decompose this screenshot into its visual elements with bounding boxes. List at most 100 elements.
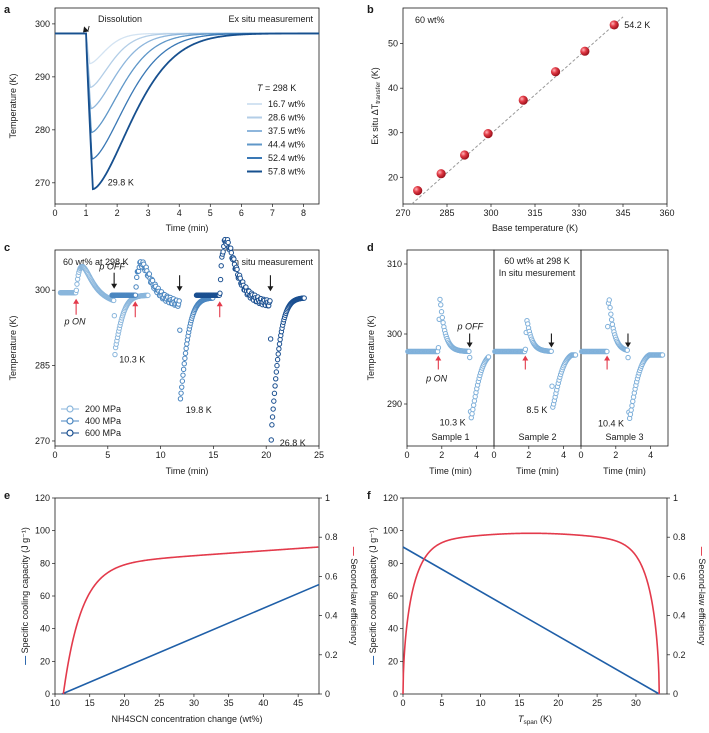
d-data-point (549, 383, 555, 389)
d-data-point (522, 346, 529, 352)
b-chart-title: 60 wt% (415, 15, 445, 25)
c-data-point (183, 345, 189, 352)
b-data-point (580, 46, 590, 56)
c-chart-title: 60 wt% at 298 K (63, 257, 129, 267)
panel-label-f: f (367, 490, 371, 502)
e-xtick-label: 25 (154, 698, 164, 708)
d-sample-label: Sample 2 (518, 432, 556, 442)
d-x-axis-label: Time (min) (516, 466, 559, 476)
panel-c-chart: 0 5 10 15 20 25 270 285 300 Time (min) Temperature… (8, 236, 324, 476)
b-y-axis-label: Ex situ ΔTtransfer (K) (370, 67, 382, 145)
a-legend-label: 57.8 wt% (268, 167, 305, 177)
c-data-point (272, 383, 278, 389)
d-on-arrow-head (435, 355, 442, 361)
d-data-point (604, 348, 610, 355)
panel-b-chart: 270 285 300 315 330 345 360 20 30 40 50 Base temper… (370, 7, 675, 233)
c-data-point (270, 406, 276, 412)
c-annotation-delta: 10.3 K (119, 355, 145, 365)
e-ytick-right-label: 0.4 (325, 611, 338, 621)
c-xtick-label: 15 (208, 450, 218, 460)
c-data-point (220, 249, 226, 255)
b-x-axis-label: Base temperature (K) (492, 223, 578, 233)
a-ytick-label: 300 (35, 19, 50, 29)
e-xtick-label: 20 (119, 698, 129, 708)
a-xtick-label: 6 (239, 208, 244, 218)
c-ytick-label: 285 (35, 361, 50, 371)
d-on-arrow-head (522, 355, 529, 361)
a-x-axis-label: Time (min) (166, 223, 209, 233)
d-sub3-axes-frame (580, 249, 669, 447)
e-axes-frame (54, 497, 320, 695)
f-cooling-capacity-line (402, 546, 660, 695)
a-xtick-label: 2 (115, 208, 120, 218)
d-sub2-xtick-label: 4 (561, 450, 566, 460)
d-sample-label: Sample 3 (605, 432, 643, 442)
c-legend-marker (66, 405, 74, 413)
b-data-point (460, 150, 470, 160)
c-legend-label: 400 MPa (85, 416, 121, 426)
d-data-point (628, 407, 634, 413)
d-data-point (438, 302, 444, 308)
a-xtick-label: 4 (177, 208, 182, 218)
b-annotation-delta: 54.2 K (624, 20, 650, 30)
c-off-arrow-head (111, 283, 118, 289)
f-xtick-label: 5 (439, 698, 444, 708)
c-xtick-label: 10 (156, 450, 166, 460)
panel-e-chart: 10 15 20 25 30 35 40 45 0 20 40 60 80 100 120 0 0.2 0.4 0.… (20, 493, 359, 724)
e-ytick-right-label: 0.2 (325, 650, 338, 660)
d-data-point (469, 411, 475, 417)
f-axes-frame (402, 497, 668, 695)
a-ytick-label: 270 (35, 178, 50, 188)
d-annotation-p-on: p ON (425, 374, 448, 384)
e-y-axis-label-right: — Second-law efficiency (349, 547, 359, 646)
c-data-point (225, 239, 231, 246)
d-data-point (572, 352, 579, 358)
c-data-point (111, 297, 117, 304)
a-legend-label: 37.5 wt% (268, 126, 305, 136)
d-ytick-label: 310 (387, 259, 402, 269)
c-axes-frame (54, 249, 320, 447)
c-annotation-delta: 19.8 K (186, 405, 212, 415)
d-data-point (439, 314, 446, 321)
c-data-point (134, 274, 140, 281)
d-sub1-xtick-label: 0 (404, 450, 409, 460)
a-y-axis-label: Temperature (K) (8, 73, 18, 138)
c-data-point (218, 263, 224, 269)
f-ytick-label: 20 (388, 656, 398, 666)
c-data-point (275, 351, 281, 357)
e-ytick-right-label: 1 (325, 493, 330, 503)
d-data-point (608, 311, 614, 317)
a-xtick-label: 5 (208, 208, 213, 218)
c-off-arrow-head (176, 286, 183, 292)
c-xtick-label: 5 (105, 450, 110, 460)
c-data-point (182, 355, 188, 362)
f-ytick-right-label: 0.8 (673, 532, 686, 542)
b-xtick-label: 300 (483, 208, 498, 218)
c-data-point (146, 271, 153, 277)
c-xtick-label: 0 (52, 450, 57, 460)
e-xtick-label: 35 (224, 698, 234, 708)
c-data-point (267, 298, 273, 304)
c-y-axis-label: Temperature (K) (8, 315, 18, 380)
d-sub2-xtick-label: 0 (491, 450, 496, 460)
a-legend-label: 16.7 wt% (268, 99, 305, 109)
f-efficiency-curve (402, 532, 661, 695)
panel-label-c: c (4, 242, 10, 254)
c-data-point (267, 336, 274, 342)
d-annotation-delta: 10.3 K (440, 418, 466, 428)
d-data-point (625, 354, 631, 361)
e-ytick-label: 60 (40, 591, 50, 601)
c-data-point (176, 298, 182, 304)
c-legend-label: 600 MPa (85, 428, 121, 438)
d-sub3-xtick-label: 2 (613, 450, 618, 460)
e-xtick-label: 40 (258, 698, 268, 708)
d-data-point (608, 316, 615, 323)
b-ytick-label: 50 (388, 39, 398, 49)
d-data-point (437, 296, 443, 303)
panel-label-e: e (4, 490, 10, 502)
c-data-point (273, 369, 280, 375)
e-ytick-label: 0 (45, 689, 50, 699)
c-data-point (179, 384, 185, 390)
e-ytick-label: 20 (40, 656, 50, 666)
